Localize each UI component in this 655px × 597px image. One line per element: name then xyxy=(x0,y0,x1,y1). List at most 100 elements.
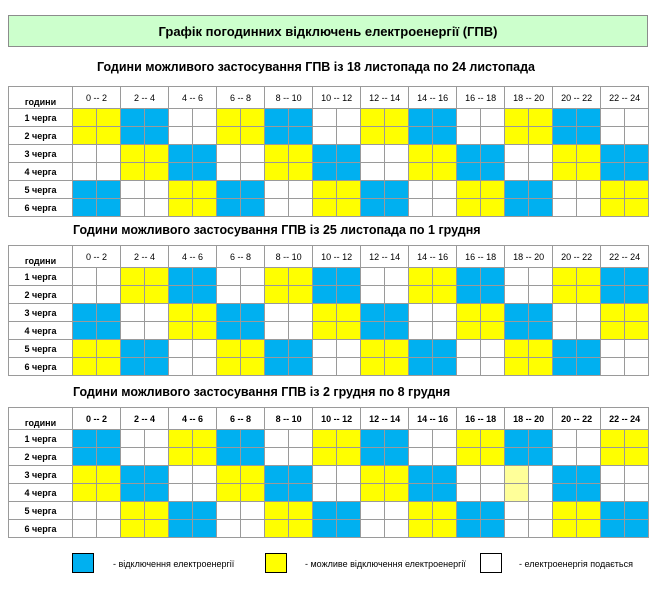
queue-label: 6 черга xyxy=(8,198,73,217)
hour-cell xyxy=(624,267,650,286)
hour-cell xyxy=(264,357,290,376)
hour-cell xyxy=(168,126,194,145)
hour-cell xyxy=(552,465,578,484)
hour-cell xyxy=(360,198,386,217)
hour-cell xyxy=(240,108,266,127)
hour-cell xyxy=(264,285,290,304)
hour-cell xyxy=(72,339,97,358)
time-slot-header: 6 -- 8 xyxy=(216,245,266,268)
hour-cell xyxy=(95,267,122,286)
hour-cell xyxy=(552,429,578,448)
hour-cell xyxy=(336,180,362,199)
hour-cell xyxy=(552,501,578,520)
hour-cell xyxy=(504,267,530,286)
hour-cell xyxy=(240,429,266,448)
hour-cell xyxy=(456,126,482,145)
hour-cell xyxy=(312,465,338,484)
hour-cell xyxy=(336,162,362,181)
hour-cell xyxy=(168,501,194,520)
hour-cell xyxy=(456,162,482,181)
hour-cell xyxy=(336,285,362,304)
hour-cell xyxy=(216,429,242,448)
hour-cell xyxy=(528,339,554,358)
hour-cell xyxy=(384,180,410,199)
hour-cell xyxy=(624,126,650,145)
hour-cell xyxy=(120,162,146,181)
hour-cell xyxy=(240,501,266,520)
hour-cell xyxy=(408,108,434,127)
hour-cell xyxy=(504,126,530,145)
hour-cell xyxy=(456,465,482,484)
hour-cell xyxy=(72,357,97,376)
hour-cell xyxy=(480,162,506,181)
hour-cell xyxy=(384,144,410,163)
time-slot-header: 12 -- 14 xyxy=(360,407,410,430)
hour-cell xyxy=(360,321,386,340)
hour-cell xyxy=(264,465,290,484)
hour-cell xyxy=(456,357,482,376)
hour-cell xyxy=(264,483,290,502)
hour-cell xyxy=(408,303,434,322)
hour-cell xyxy=(216,198,242,217)
time-slot-header: 16 -- 18 xyxy=(456,245,506,268)
hour-cell xyxy=(264,180,290,199)
time-slot-header: 2 -- 4 xyxy=(120,245,170,268)
hour-cell xyxy=(72,519,97,538)
hour-cell xyxy=(576,285,602,304)
time-slot-header: 22 -- 24 xyxy=(600,407,650,430)
hour-cell xyxy=(72,465,97,484)
hour-cell xyxy=(288,357,314,376)
hour-cell xyxy=(576,126,602,145)
hour-cell xyxy=(384,108,410,127)
hour-cell xyxy=(480,357,506,376)
hour-cell xyxy=(360,162,386,181)
hour-cell xyxy=(336,126,362,145)
time-slot-header: 18 -- 20 xyxy=(504,86,554,109)
time-slot-header: 10 -- 12 xyxy=(312,86,362,109)
hour-cell xyxy=(95,321,122,340)
hour-cell xyxy=(600,519,626,538)
hours-header-label: години xyxy=(8,407,73,430)
hour-cell xyxy=(95,501,122,520)
hour-cell xyxy=(504,339,530,358)
hour-cell xyxy=(240,321,266,340)
hour-cell xyxy=(336,429,362,448)
hour-cell xyxy=(456,339,482,358)
hour-cell xyxy=(552,144,578,163)
queue-row: 4 черга xyxy=(8,321,650,340)
hour-cell xyxy=(264,267,290,286)
hour-cell xyxy=(408,501,434,520)
hour-cell xyxy=(480,126,506,145)
hour-cell xyxy=(528,501,554,520)
queue-row: 2 черга xyxy=(8,447,650,466)
hour-cell xyxy=(192,303,218,322)
queue-label: 2 черга xyxy=(8,285,73,304)
hour-cell xyxy=(600,267,626,286)
hour-cell xyxy=(168,267,194,286)
hour-cell xyxy=(360,303,386,322)
hour-cell xyxy=(456,519,482,538)
hour-cell xyxy=(95,483,122,502)
hour-cell xyxy=(504,357,530,376)
time-slot-header: 12 -- 14 xyxy=(360,245,410,268)
hour-cell xyxy=(168,144,194,163)
hour-cell xyxy=(624,447,650,466)
queue-row: 1 черга xyxy=(8,429,650,448)
hour-cell xyxy=(192,108,218,127)
hour-cell xyxy=(600,126,626,145)
hour-cell xyxy=(264,519,290,538)
hour-cell xyxy=(72,483,97,502)
hour-cell xyxy=(600,108,626,127)
hour-cell xyxy=(95,465,122,484)
hour-cell xyxy=(264,108,290,127)
hour-cell xyxy=(120,465,146,484)
hour-cell xyxy=(72,180,97,199)
hour-cell xyxy=(264,429,290,448)
hour-cell xyxy=(624,519,650,538)
time-slot-header: 8 -- 10 xyxy=(264,86,314,109)
hour-cell xyxy=(384,321,410,340)
hour-cell xyxy=(408,429,434,448)
hour-cell xyxy=(504,162,530,181)
section-heading-2: Години можливого застосування ГПВ із 25 … xyxy=(73,223,481,237)
